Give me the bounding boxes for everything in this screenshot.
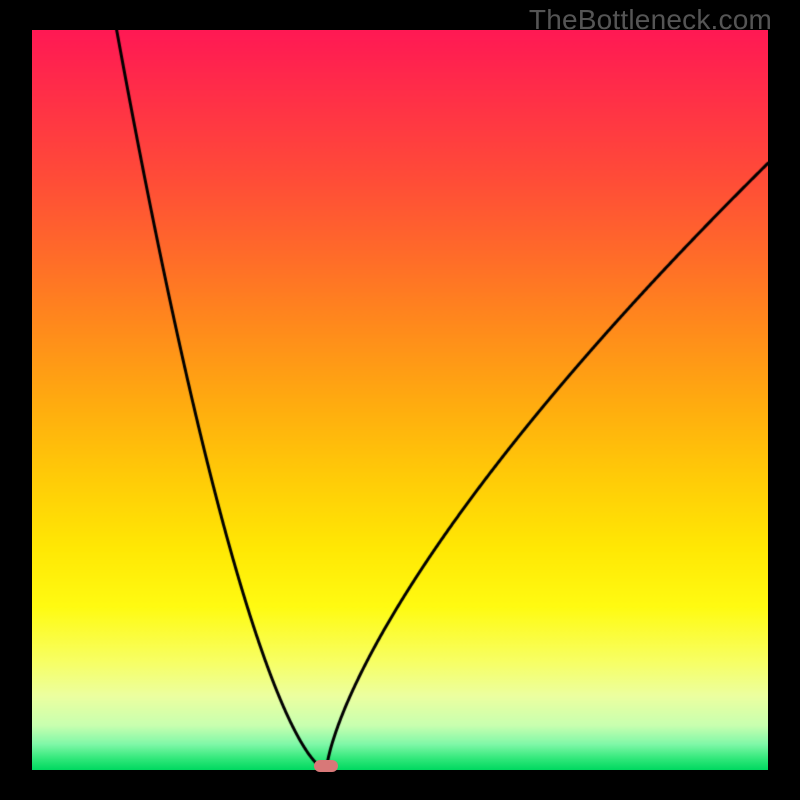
minimum-marker bbox=[314, 760, 338, 772]
chart-container: TheBottleneck.com bbox=[0, 0, 800, 800]
watermark-text: TheBottleneck.com bbox=[529, 4, 772, 36]
plot-area bbox=[32, 30, 768, 770]
bottleneck-curve bbox=[32, 30, 768, 770]
